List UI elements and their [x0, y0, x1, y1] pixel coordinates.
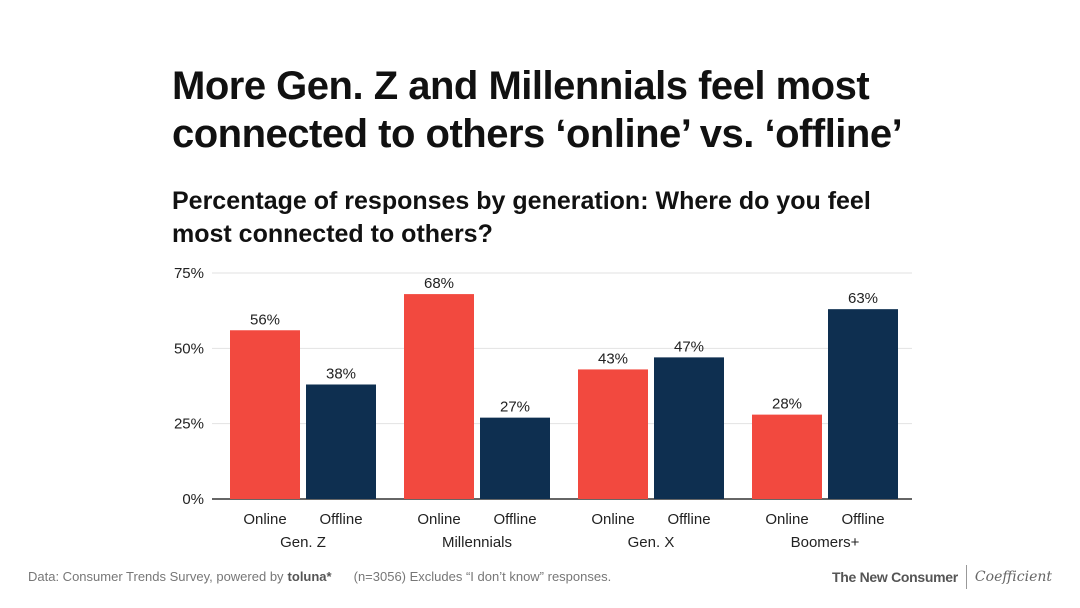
- chart-title-line-1: More Gen. Z and Millennials feel most: [172, 64, 870, 108]
- bar-value-label: 43%: [598, 350, 628, 367]
- the-new-consumer-logo: The New Consumer: [832, 569, 958, 585]
- bar-online: [578, 369, 648, 499]
- bar-offline: [828, 309, 898, 499]
- logo-divider: [965, 565, 967, 589]
- bar-value-label: 56%: [250, 311, 280, 328]
- bar-online: [752, 414, 822, 499]
- bar-offline: [306, 384, 376, 499]
- x-series-label: Offline: [667, 511, 710, 528]
- bar-value-label: 27%: [500, 399, 530, 416]
- x-series-label: Online: [243, 511, 286, 528]
- chart-subtitle-line-2: most connected to others?: [172, 220, 493, 248]
- bar-offline: [654, 357, 724, 499]
- chart-title-line-2: connected to others ‘online’ vs. ‘offlin…: [172, 112, 903, 156]
- bar-value-label: 63%: [848, 290, 878, 307]
- x-series-label: Offline: [841, 511, 884, 528]
- y-tick-label: 75%: [174, 265, 204, 282]
- x-category-label: Millennials: [442, 534, 512, 551]
- source-prefix: Data: Consumer Trends Survey, powered by: [28, 569, 284, 584]
- x-series-label: Offline: [319, 511, 362, 528]
- footer-source: Data: Consumer Trends Survey, powered by…: [28, 569, 611, 584]
- x-category-label: Gen. X: [628, 534, 675, 551]
- x-series-label: Online: [591, 511, 634, 528]
- x-series-label: Online: [765, 511, 808, 528]
- bar-value-label: 38%: [326, 365, 356, 382]
- x-series-label: Online: [417, 511, 460, 528]
- coefficient-logo: Coefficient: [974, 569, 1052, 585]
- bar-value-label: 68%: [424, 275, 454, 292]
- sample-note: (n=3056) Excludes “I don’t know” respons…: [353, 569, 612, 584]
- bar-online: [404, 294, 474, 499]
- chart-subtitle-line-1: Percentage of responses by generation: W…: [172, 187, 871, 215]
- toluna-brand: toluna*: [287, 569, 332, 584]
- x-category-label: Boomers+: [791, 534, 860, 551]
- y-tick-label: 0%: [182, 491, 204, 508]
- x-category-label: Gen. Z: [280, 534, 326, 551]
- y-tick-label: 50%: [174, 340, 204, 357]
- chart-subtitle: Percentage of responses by generation: W…: [172, 185, 1032, 251]
- footer-logos: The New Consumer Coefficient: [832, 565, 1052, 589]
- bar-value-label: 28%: [772, 396, 802, 413]
- chart-title: More Gen. Z and Millennials feel most co…: [172, 62, 1032, 158]
- bar-online: [230, 330, 300, 499]
- bar-value-label: 47%: [674, 338, 704, 355]
- x-series-label: Offline: [493, 511, 536, 528]
- bar-offline: [480, 417, 550, 499]
- y-tick-label: 25%: [174, 416, 204, 433]
